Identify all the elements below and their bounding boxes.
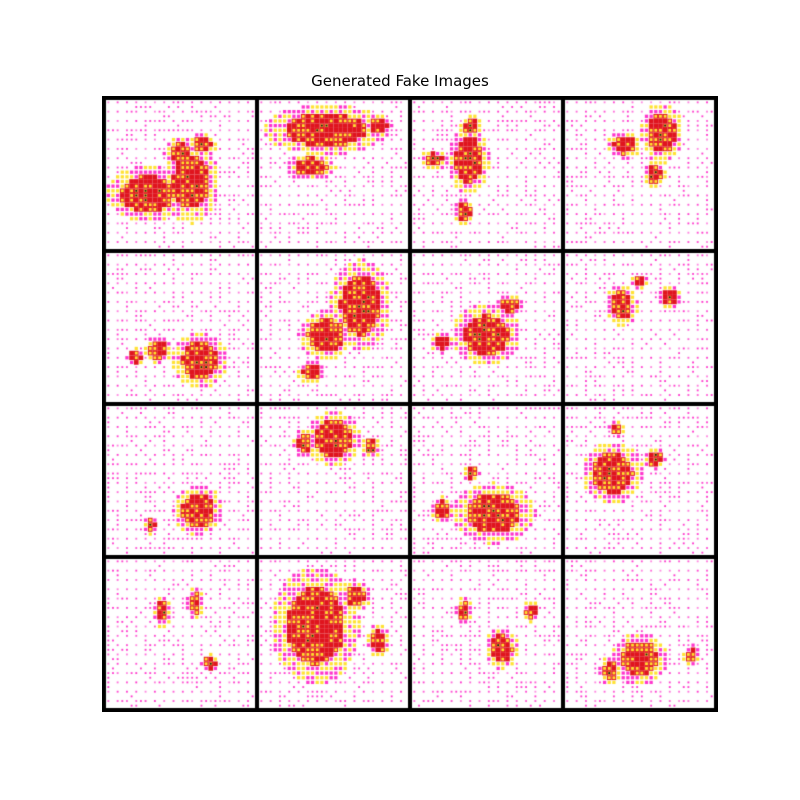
generated-image-grid <box>102 96 718 712</box>
figure-title: Generated Fake Images <box>311 72 489 90</box>
